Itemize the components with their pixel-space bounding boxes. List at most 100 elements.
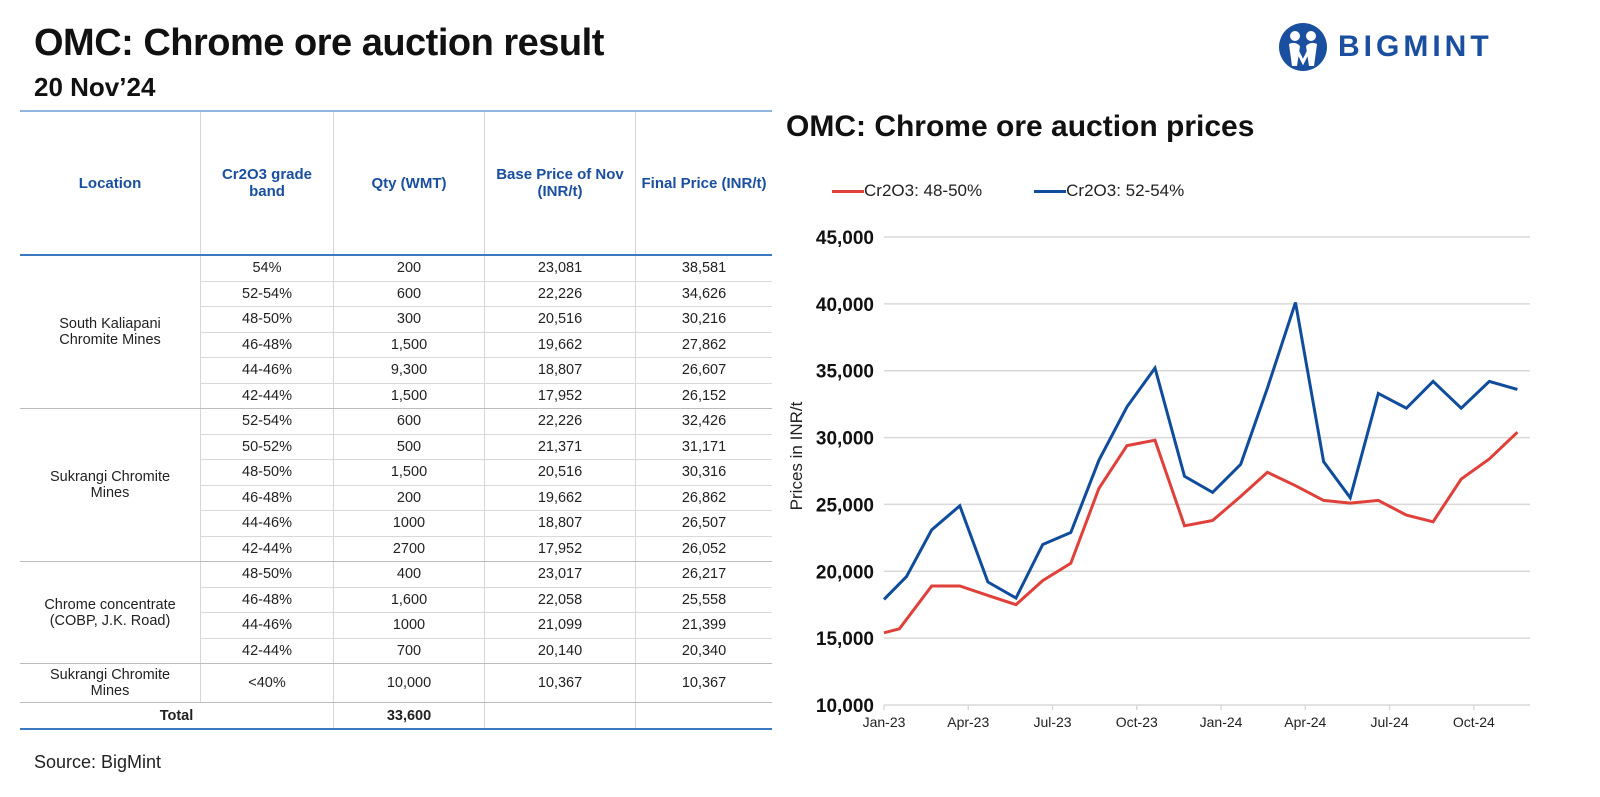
cell-base-price: 20,516 bbox=[484, 459, 636, 486]
col-header-final-price: Final Price (INR/t) bbox=[635, 111, 772, 255]
cell-base-price: 20,516 bbox=[484, 306, 636, 333]
x-tick-label: Apr-24 bbox=[1284, 714, 1326, 730]
table-row: 44-46% 1000 21,099 21,399 bbox=[20, 612, 772, 639]
cell-final-price: 20,340 bbox=[635, 638, 772, 664]
cell-grade: 44-46% bbox=[200, 510, 334, 537]
table-body: South Kaliapani Chromite Mines 54% 200 23,0… bbox=[20, 255, 772, 730]
legend-label: Cr2O3: 48-50% bbox=[864, 181, 983, 200]
cell-final-price: 32,426 bbox=[635, 408, 772, 435]
table-row: 46-48% 1,600 22,058 25,558 bbox=[20, 587, 772, 613]
cell-final-price: 26,507 bbox=[635, 510, 772, 537]
cell-grade: 46-48% bbox=[200, 332, 334, 358]
cell-location: Sukrangi Chromite Mines bbox=[20, 408, 201, 562]
cell-qty: 1000 bbox=[333, 612, 485, 639]
source-note: Source: BigMint bbox=[34, 752, 162, 772]
table-row: 50-52% 500 21,371 31,171 bbox=[20, 434, 772, 460]
legend-label: Cr2O3: 52-54% bbox=[1066, 181, 1185, 200]
cell-base-price: 21,099 bbox=[484, 612, 636, 639]
x-tick-label: Oct-23 bbox=[1116, 714, 1158, 730]
y-tick-label: 25,000 bbox=[816, 495, 874, 516]
table-row: 44-46% 9,300 18,807 26,607 bbox=[20, 357, 772, 384]
cell-base-price: 19,662 bbox=[484, 485, 636, 511]
cell-qty: 300 bbox=[333, 306, 485, 333]
cell-final-price: 25,558 bbox=[635, 587, 772, 613]
cell-location: Sukrangi Chromite Mines bbox=[20, 663, 201, 703]
cell-qty: 200 bbox=[333, 485, 485, 511]
cell-base-price: 22,226 bbox=[484, 408, 636, 435]
cell-grade: 48-50% bbox=[200, 459, 334, 486]
cell-grade: 46-48% bbox=[200, 587, 334, 613]
cell-qty: 400 bbox=[333, 561, 485, 588]
legend-swatch-red bbox=[832, 189, 864, 193]
series-line-52-54 bbox=[882, 302, 1518, 601]
cell-grade: 42-44% bbox=[200, 383, 334, 409]
bigmint-logo-icon bbox=[1279, 23, 1327, 71]
cell-final-price: 26,217 bbox=[635, 561, 772, 588]
table-row: 42-44% 700 20,140 20,340 bbox=[20, 638, 772, 664]
cell-qty: 600 bbox=[333, 281, 485, 307]
cell-base-price: 20,140 bbox=[484, 638, 636, 664]
x-tick-label: Apr-23 bbox=[947, 714, 989, 730]
cell-qty: 700 bbox=[333, 638, 485, 664]
table-row: 44-46% 1000 18,807 26,507 bbox=[20, 510, 772, 537]
y-tick-label: 20,000 bbox=[816, 562, 874, 583]
cell-grade: <40% bbox=[200, 663, 334, 703]
cell-grade: 42-44% bbox=[200, 638, 334, 664]
cell-final-price: 26,052 bbox=[635, 536, 772, 562]
cell-qty: 200 bbox=[333, 255, 485, 282]
table-row: 42-44% 1,500 17,952 26,152 bbox=[20, 383, 772, 409]
cell-qty: 1,500 bbox=[333, 383, 485, 409]
cell-qty: 10,000 bbox=[333, 663, 485, 703]
cell-qty: 9,300 bbox=[333, 357, 485, 384]
total-final-empty bbox=[635, 702, 772, 730]
y-tick-label: 40,000 bbox=[816, 295, 874, 316]
cell-grade: 52-54% bbox=[200, 281, 334, 307]
price-line-chart: 10,000 15,000 20,000 25,000 30,000 35,000 40,0… bbox=[787, 228, 1530, 730]
legend-swatch-blue bbox=[1034, 189, 1067, 193]
cell-final-price: 31,171 bbox=[635, 434, 772, 460]
total-base-empty bbox=[484, 702, 636, 730]
table-total-row: Total 33,600 bbox=[20, 702, 772, 730]
cell-qty: 1,500 bbox=[333, 332, 485, 358]
legend-item-48-50: Cr2O3: 48-50% bbox=[832, 181, 982, 201]
cell-qty: 1,500 bbox=[333, 459, 485, 486]
x-tick-label: Jan-24 bbox=[1200, 714, 1243, 730]
bigmint-logo: BIGMINT bbox=[1278, 22, 1493, 72]
cell-final-price: 30,316 bbox=[635, 459, 772, 486]
series-line-48-50 bbox=[883, 431, 1519, 635]
y-tick-label: 10,000 bbox=[816, 696, 874, 717]
cell-grade: 52-54% bbox=[200, 408, 334, 435]
table-row: Chrome concentrate (COBP, J.K. Road) 48-5… bbox=[20, 561, 772, 664]
total-label: Total bbox=[20, 702, 334, 730]
cell-grade: 44-46% bbox=[200, 357, 334, 384]
cell-final-price: 30,216 bbox=[635, 306, 772, 333]
y-tick-label: 15,000 bbox=[816, 629, 874, 650]
cell-qty: 1,600 bbox=[333, 587, 485, 613]
col-header-base-price: Base Price of Nov (INR/t) bbox=[484, 111, 636, 255]
y-tick-label: 35,000 bbox=[816, 362, 874, 383]
cell-base-price: 18,807 bbox=[484, 357, 636, 384]
auction-table: Location Cr2O3 grade band Qty (WMT) Base… bbox=[20, 110, 772, 730]
chart-legend: Cr2O3: 48-50% Cr2O3: 52-54% bbox=[832, 181, 1184, 201]
logo-text: BIGMINT bbox=[1338, 30, 1493, 63]
cell-base-price: 23,081 bbox=[484, 255, 636, 282]
page-title: OMC: Chrome ore auction result bbox=[34, 22, 604, 64]
cell-grade: 44-46% bbox=[200, 612, 334, 639]
cell-location: South Kaliapani Chromite Mines bbox=[20, 255, 201, 409]
cell-base-price: 19,662 bbox=[484, 332, 636, 358]
x-tick-label: Jul-24 bbox=[1370, 714, 1408, 730]
table-header-row: Location Cr2O3 grade band Qty (WMT) Base… bbox=[20, 111, 772, 255]
cell-final-price: 10,367 bbox=[635, 663, 772, 703]
table-row: 48-50% 1,500 20,516 30,316 bbox=[20, 459, 772, 486]
cell-grade: 48-50% bbox=[200, 561, 334, 588]
cell-final-price: 26,862 bbox=[635, 485, 772, 511]
table-row: 42-44% 2700 17,952 26,052 bbox=[20, 536, 772, 562]
cell-base-price: 22,058 bbox=[484, 587, 636, 613]
col-header-qty: Qty (WMT) bbox=[333, 111, 485, 255]
cell-base-price: 18,807 bbox=[484, 510, 636, 537]
cell-grade: 54% bbox=[200, 255, 334, 282]
x-tick-label: Oct-24 bbox=[1453, 714, 1495, 730]
page-date: 20 Nov’24 bbox=[34, 72, 156, 102]
cell-base-price: 23,017 bbox=[484, 561, 636, 588]
cell-final-price: 21,399 bbox=[635, 612, 772, 639]
